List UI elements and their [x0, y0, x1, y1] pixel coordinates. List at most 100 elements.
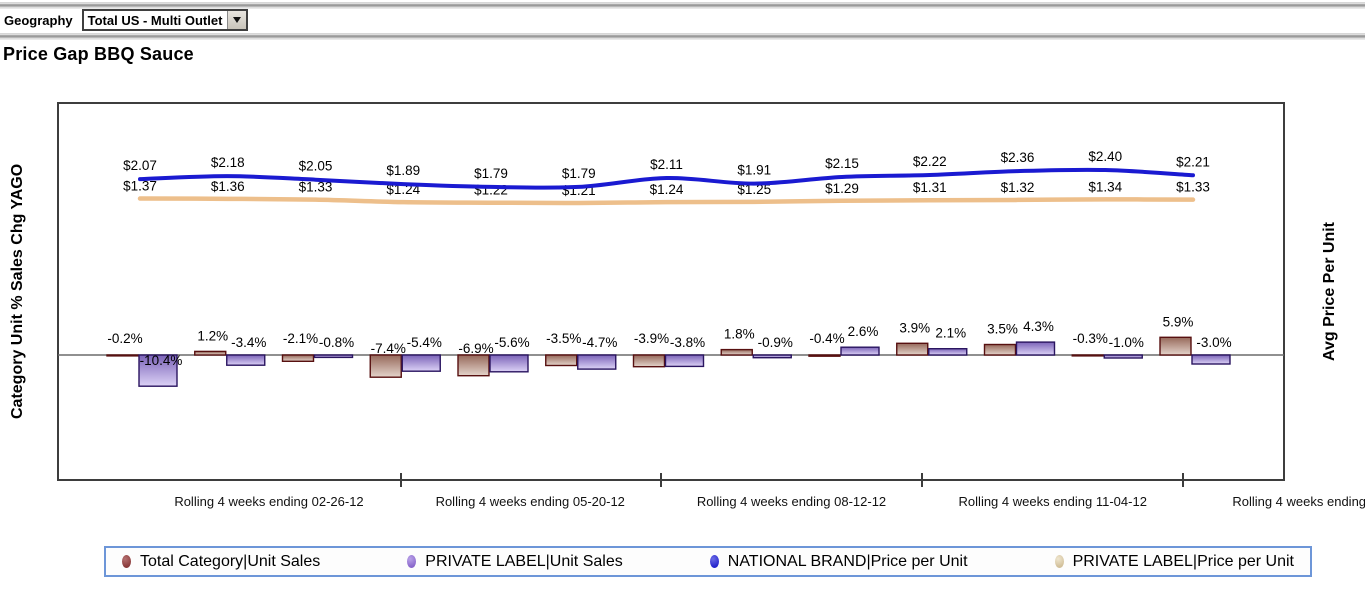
bar-value-label: -5.4% — [407, 335, 442, 350]
separator — [0, 33, 1365, 40]
bar-total-category — [896, 342, 929, 356]
bar-total-category — [106, 354, 139, 357]
legend-marker-private-label-price-icon — [1054, 555, 1064, 568]
bar-value-label: -3.9% — [634, 331, 669, 346]
price-value-label: $2.11 — [650, 157, 683, 172]
legend: Total Category|Unit Sales PRIVATE LABEL|… — [104, 546, 1312, 577]
bar-total-category — [632, 354, 666, 368]
legend-item: PRIVATE LABEL|Unit Sales — [407, 552, 623, 571]
price-value-label: $2.07 — [123, 158, 157, 173]
bar-value-label: 3.5% — [987, 322, 1018, 337]
bar-value-label: -3.8% — [670, 335, 705, 350]
price-value-label: $1.36 — [211, 179, 245, 194]
bar-value-label: 5.9% — [1163, 314, 1194, 329]
bar-total-category — [1071, 354, 1104, 357]
bar-private-label — [840, 346, 880, 356]
x-axis-label: Rolling 4 weeks ending 08-12-12 — [697, 494, 886, 509]
bar-value-label: -0.9% — [758, 335, 793, 350]
bar-value-label: -10.4% — [140, 353, 183, 368]
price-value-label: $1.34 — [1088, 179, 1122, 194]
bar-value-label: -0.2% — [107, 331, 142, 346]
price-value-label: $2.05 — [299, 159, 333, 174]
price-value-label: $1.29 — [825, 181, 859, 196]
bar-value-label: -0.8% — [319, 335, 354, 350]
bar-value-label: 4.3% — [1023, 319, 1054, 334]
price-value-label: $1.89 — [386, 163, 420, 178]
bar-value-label: -3.4% — [231, 335, 266, 350]
bar-value-label: -3.0% — [1196, 335, 1231, 350]
price-value-label: $2.21 — [1176, 154, 1210, 169]
bar-private-label — [138, 354, 178, 387]
chevron-down-icon — [233, 17, 242, 23]
price-value-label: $1.33 — [299, 180, 333, 195]
bar-private-label — [401, 354, 441, 372]
bar-total-category — [281, 354, 315, 363]
price-value-label: $1.37 — [123, 179, 157, 194]
bar-value-label: 2.6% — [848, 324, 879, 339]
x-axis-label: Rolling 4 weeks ending 02-26-12 — [174, 494, 363, 509]
legend-label: NATIONAL BRAND|Price per Unit — [727, 552, 968, 570]
price-value-label: $1.79 — [474, 166, 508, 181]
bar-value-label: 3.9% — [899, 320, 930, 335]
bar-total-category — [457, 354, 490, 377]
price-line-private-label — [137, 196, 1196, 206]
legend-label: PRIVATE LABEL|Price per Unit — [1072, 552, 1294, 570]
price-value-label: $2.22 — [913, 154, 947, 169]
bar-private-label — [1103, 354, 1143, 359]
price-value-label: $1.25 — [737, 182, 771, 197]
x-axis-label: Rolling 4 weeks ending 01-2 — [1232, 494, 1365, 509]
bar-private-label — [489, 354, 529, 373]
price-value-label: $1.91 — [737, 163, 771, 178]
bar-total-category — [808, 354, 841, 357]
bar-total-category — [983, 343, 1017, 356]
price-value-label: $1.79 — [562, 166, 596, 181]
price-value-label: $1.33 — [1176, 180, 1210, 195]
chart-svg: Rolling 4 weeks ending 02-26-12 Rolling 4… — [57, 102, 1365, 509]
bar-private-label — [577, 354, 617, 370]
price-value-label: $1.24 — [650, 182, 684, 197]
geography-label: Geography — [4, 12, 73, 28]
price-value-label: $2.15 — [825, 156, 859, 171]
legend-item: Total Category|Unit Sales — [122, 553, 320, 571]
legend-label: PRIVATE LABEL|Unit Sales — [425, 552, 623, 570]
bar-value-label: -2.1% — [283, 331, 318, 346]
legend-marker-national-brand-price-icon — [709, 555, 719, 568]
bar-total-category — [1159, 336, 1192, 356]
price-value-label: $1.32 — [1001, 180, 1035, 195]
legend-item: PRIVATE LABEL|Price per Unit — [1054, 552, 1294, 571]
price-value-label: $2.40 — [1088, 149, 1122, 164]
bar-private-label — [1015, 341, 1056, 356]
bar-value-label: -0.4% — [809, 331, 844, 346]
bar-private-label — [313, 354, 354, 359]
bar-private-label — [752, 354, 792, 359]
bar-value-label: 2.1% — [935, 326, 966, 341]
bar-private-label — [1191, 354, 1231, 365]
x-axis-label: Rolling 4 weeks ending 05-20-12 — [436, 494, 625, 509]
legend-item: NATIONAL BRAND|Price per Unit — [709, 552, 968, 571]
price-line-national-brand — [138, 167, 1195, 190]
price-value-label: $2.18 — [211, 155, 245, 170]
bar-total-category — [194, 350, 227, 356]
legend-marker-total-category-icon — [122, 555, 131, 568]
bar-total-category — [545, 354, 578, 367]
bar-value-label: -4.7% — [582, 335, 617, 350]
bar-value-label: 1.2% — [197, 328, 228, 343]
geography-selected-value: Total US - Multi Outlet — [87, 12, 223, 28]
bar-total-category — [720, 348, 753, 356]
bar-private-label — [664, 354, 705, 368]
bar-value-label: -7.4% — [371, 341, 406, 356]
x-axis-label: Rolling 4 weeks ending 11-04-12 — [959, 494, 1147, 509]
bar-value-label: -0.3% — [1073, 331, 1108, 346]
legend-label: Total Category|Unit Sales — [140, 552, 321, 570]
bar-private-label — [226, 354, 266, 366]
bar-value-label: -3.5% — [546, 331, 581, 346]
price-value-label: $1.31 — [913, 180, 947, 195]
legend-marker-private-label-units-icon — [407, 555, 417, 568]
bar-value-label: 1.8% — [724, 327, 755, 342]
geography-select[interactable]: Total US - Multi Outlet — [81, 9, 249, 31]
bar-value-label: -5.6% — [494, 335, 529, 350]
page-title: Price Gap BBQ Sauce — [3, 44, 194, 64]
bar-total-category — [369, 354, 402, 378]
dropdown-arrow-icon[interactable] — [227, 11, 247, 29]
plot-border — [57, 102, 1285, 481]
